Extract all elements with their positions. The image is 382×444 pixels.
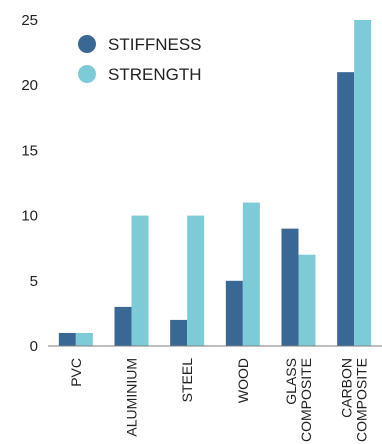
y-tick-label: 25 — [21, 12, 38, 29]
x-tick-label-wood: WOOD — [235, 358, 251, 403]
bar-strength-carbon-composite — [354, 20, 372, 346]
y-tick-label: 15 — [21, 142, 38, 159]
bar-stiffness-steel — [170, 319, 188, 346]
x-tick-label-pvc: PVC — [68, 358, 84, 387]
bar-strength-aluminium — [131, 215, 149, 346]
bar-stiffness-pvc — [58, 332, 76, 346]
legend-marker-stiffness — [78, 35, 96, 53]
bar-strength-glass-composite — [298, 254, 316, 346]
x-tick-label-steel: STEEL — [179, 358, 195, 403]
x-tick-label-glass-composite: GLASS COMPOSITE — [283, 358, 314, 442]
y-tick-label: 20 — [21, 77, 38, 94]
bar-stiffness-wood — [225, 280, 243, 346]
x-tick-label-line: WOOD — [235, 358, 251, 403]
x-tick-label-aluminium: ALUMINIUM — [124, 358, 140, 437]
x-tick-label-line: COMPOSITE — [354, 358, 370, 442]
legend-label-strength: STRENGTH — [108, 65, 202, 84]
bar-strength-steel — [187, 215, 205, 346]
x-tick-label-line: STEEL — [179, 358, 195, 403]
bar-stiffness-glass-composite — [281, 228, 299, 346]
legend-marker-strength — [78, 65, 96, 83]
legend: STIFFNESS STRENGTH — [78, 35, 202, 84]
x-axis: PVC ALUMINIUM STEEL WOOD GLASS COMPOSITE CARBO… — [68, 358, 370, 442]
bar-stiffness-carbon-composite — [337, 72, 355, 346]
x-tick-label-line: GLASS — [283, 358, 299, 405]
y-axis: 0 5 10 15 20 25 — [21, 12, 38, 355]
x-tick-label-line: COMPOSITE — [298, 358, 314, 442]
y-tick-label: 0 — [30, 338, 38, 355]
x-tick-label-line: CARBON — [339, 358, 355, 418]
y-tick-label: 5 — [30, 273, 38, 290]
bars — [58, 20, 372, 346]
bar-strength-wood — [242, 202, 260, 346]
x-tick-label-line: ALUMINIUM — [124, 358, 140, 437]
legend-label-stiffness: STIFFNESS — [108, 35, 202, 54]
x-tick-label-carbon-composite: CARBON COMPOSITE — [339, 358, 370, 442]
x-tick-label-line: PVC — [68, 358, 84, 387]
bar-stiffness-aluminium — [114, 306, 132, 346]
y-tick-label: 10 — [21, 208, 38, 225]
bar-strength-pvc — [75, 332, 93, 346]
